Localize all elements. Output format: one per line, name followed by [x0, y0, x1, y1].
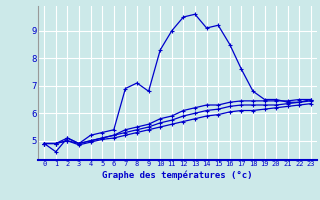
- X-axis label: Graphe des températures (°c): Graphe des températures (°c): [102, 170, 253, 180]
